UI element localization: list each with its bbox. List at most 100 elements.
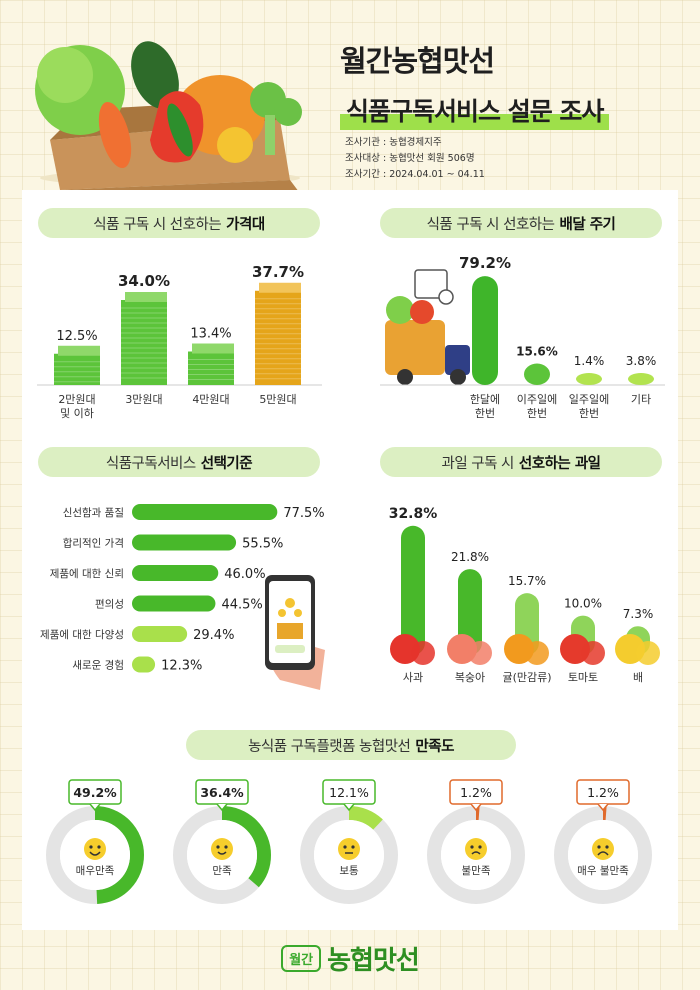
survey-period: 조사기간 : 2024.04.01 ~ 04.11 bbox=[345, 169, 485, 180]
price-value-label: 13.4% bbox=[190, 327, 231, 342]
fruit-category-label: 귤(만감류) bbox=[502, 671, 551, 684]
delivery-value-label: 3.8% bbox=[626, 354, 657, 368]
criteria-value-label: 44.5% bbox=[221, 598, 262, 613]
page-subtitle-text: 식품구독서비스 설문 조사 bbox=[346, 97, 604, 126]
criteria-category-label: 신선함과 품질 bbox=[63, 507, 124, 519]
face-eye bbox=[605, 845, 609, 849]
donut-arc bbox=[300, 806, 398, 904]
survey-org: 조사기관 : 농협경제지주 bbox=[345, 137, 442, 148]
vegetables-icon bbox=[386, 296, 414, 324]
satisfaction-value-label: 49.2% bbox=[73, 785, 117, 800]
face-eye bbox=[224, 845, 228, 849]
price-bar bbox=[255, 290, 301, 385]
satisfaction-chart: 매우만족 49.2% 만족 36.4% 보통 12.1% 불만족 1.2% 매우 불만족 1.2% bbox=[46, 779, 652, 904]
criteria-value-label: 29.4% bbox=[193, 628, 234, 643]
criteria-value-label: 12.3% bbox=[161, 659, 202, 674]
phone-hand-illustration bbox=[265, 575, 325, 690]
criteria-bar bbox=[132, 656, 156, 673]
fruit-value-label: 21.8% bbox=[451, 550, 489, 564]
satisfaction-value-label: 1.2% bbox=[460, 785, 492, 800]
page-title: 월간농협맛선 bbox=[340, 44, 495, 78]
face-icon bbox=[592, 838, 614, 860]
price-bar-top bbox=[125, 292, 167, 302]
delivery-bar bbox=[524, 363, 550, 385]
section-title-fruit: 과일 구독 시 선호하는 과일 bbox=[380, 447, 662, 477]
fruit-value-label: 7.3% bbox=[623, 607, 654, 621]
price-category-label: 4만원대 bbox=[192, 393, 229, 406]
delivery-bar bbox=[472, 276, 498, 385]
price-chart: 12.5% 2만원대 및 이하 34.0% 3만원대 13.4% 4만원대 37.7% 5만원대 bbox=[37, 263, 322, 420]
criteria-category-label: 제품에 대한 다양성 bbox=[40, 629, 124, 641]
face-eye bbox=[97, 845, 101, 849]
satisfaction-callout-tip bbox=[597, 803, 609, 812]
delivery-bar bbox=[576, 373, 602, 385]
fruit-bar bbox=[458, 569, 482, 655]
page-subtitle: 식품구독서비스 설문 조사 bbox=[340, 92, 610, 130]
face-icon bbox=[338, 838, 360, 860]
delivery-category-label: 기타 bbox=[631, 393, 651, 406]
fruit-category-label: 복숭아 bbox=[455, 671, 485, 684]
criteria-value-label: 55.5% bbox=[242, 537, 283, 552]
satisfaction-category-label: 만족 bbox=[212, 865, 232, 877]
face-icon bbox=[84, 838, 106, 860]
price-value-label: 34.0% bbox=[118, 272, 170, 290]
delivery-category-label: 한달에 한번 bbox=[470, 393, 500, 420]
face-eye bbox=[89, 845, 93, 849]
donut-arc bbox=[173, 806, 271, 904]
price-bar bbox=[121, 300, 167, 385]
section-title-delivery: 식품 구독 시 선호하는 배달 주기 bbox=[380, 208, 662, 238]
delivery-chart: 79.2% 한달에 한번 15.6% 이주일에 한번 1.4% 일주일에 한번 3.8% 기타 bbox=[380, 254, 665, 420]
footer-logo: 월간 농협맛선 bbox=[0, 940, 700, 977]
truck-wheel-icon bbox=[450, 369, 466, 385]
fruit-bar bbox=[401, 525, 425, 655]
face-eye bbox=[216, 845, 220, 849]
face-eye bbox=[478, 845, 482, 849]
survey-meta: 조사기관 : 농협경제지주 조사대상 : 농협맛선 회원 506명 조사기간 :… bbox=[345, 135, 485, 183]
delivery-value-label: 15.6% bbox=[516, 345, 558, 359]
section-title-price: 식품 구독 시 선호하는 가격대 bbox=[38, 208, 320, 238]
criteria-value-label: 46.0% bbox=[224, 567, 265, 582]
satisfaction-callout-tip bbox=[89, 803, 101, 812]
satisfaction-value-label: 12.1% bbox=[329, 785, 369, 800]
face-mouth bbox=[471, 851, 481, 855]
donut-arc bbox=[427, 806, 525, 904]
delivery-category-label: 이주일에 한번 bbox=[517, 392, 557, 420]
criteria-chart: 신선함과 품질 77.5% 합리적인 가격 55.5% 제품에 대한 신뢰 46.0% 편의… bbox=[40, 504, 325, 674]
price-bar-top bbox=[259, 282, 301, 293]
price-bar-top bbox=[58, 345, 100, 356]
face-icon bbox=[465, 838, 487, 860]
face-mouth bbox=[217, 851, 227, 855]
fruit-category-label: 토마토 bbox=[568, 671, 598, 684]
delivery-value-label: 79.2% bbox=[459, 254, 511, 272]
satisfaction-category-label: 매우만족 bbox=[76, 865, 115, 877]
face-eye bbox=[597, 845, 601, 849]
truck-cab-icon bbox=[445, 345, 470, 375]
fruit-icon bbox=[581, 641, 605, 665]
criteria-bar bbox=[132, 565, 219, 581]
face-eye bbox=[470, 845, 474, 849]
fruit-category-label: 사과 bbox=[403, 671, 423, 684]
vegetables-icon bbox=[410, 300, 434, 324]
price-category-label: 5만원대 bbox=[259, 393, 296, 406]
fruit-chart: 32.8% 사과 21.8% 복숭아 15.7% 귤(만감류) 10.0% 토마토 7.3% 배 bbox=[389, 506, 660, 684]
fruit-category-label: 배 bbox=[633, 671, 643, 684]
face-mouth bbox=[89, 851, 101, 856]
face-eye bbox=[343, 845, 347, 849]
price-category-label: 3만원대 bbox=[125, 393, 162, 406]
price-bar bbox=[54, 353, 100, 385]
face-eye bbox=[351, 845, 355, 849]
criteria-bar bbox=[132, 626, 188, 642]
delivery-bar bbox=[628, 373, 654, 385]
satisfaction-value-label: 1.2% bbox=[587, 785, 619, 800]
fruit-icon bbox=[636, 641, 660, 665]
satisfaction-callout-tip bbox=[343, 803, 355, 812]
truck-body-icon bbox=[385, 320, 445, 375]
criteria-category-label: 합리적인 가격 bbox=[63, 537, 124, 550]
fruit-value-label: 32.8% bbox=[389, 506, 438, 522]
face-icon bbox=[211, 838, 233, 860]
satisfaction-category-label: 매우 불만족 bbox=[577, 865, 629, 877]
satisfaction-category-label: 보통 bbox=[339, 865, 359, 877]
satisfaction-callout-tip bbox=[470, 803, 482, 812]
price-category-label: 2만원대 및 이하 bbox=[58, 393, 95, 420]
criteria-value-label: 77.5% bbox=[283, 506, 324, 521]
